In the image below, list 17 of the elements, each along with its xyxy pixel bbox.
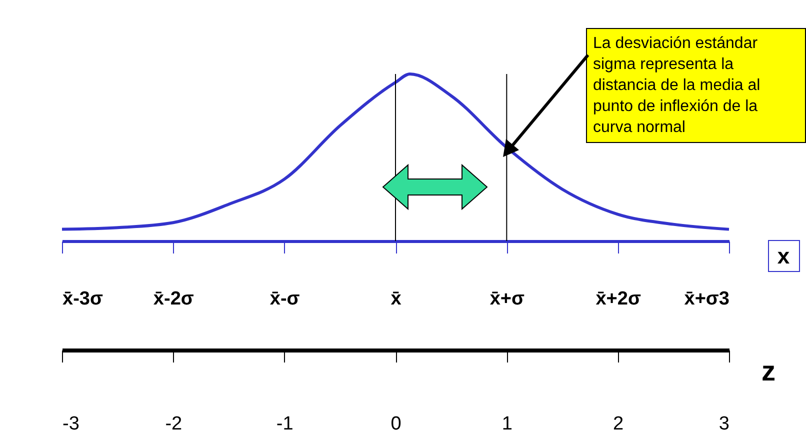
callout-box: La desviación estándar sigma representa la distancia de la media al punto de inflexión de la curva normal xyxy=(586,28,806,143)
x2-tick-label: x̄+σ3 xyxy=(684,288,730,310)
x-tick-label: 2 xyxy=(613,414,624,434)
x-tick-label: -3 xyxy=(62,414,80,434)
x2-axis-title: x xyxy=(777,244,790,268)
x2-tick-label: x̄-2σ xyxy=(153,288,194,310)
x-tick-label: 3 xyxy=(718,414,730,434)
x-tick-label: -1 xyxy=(276,414,294,434)
x-axis-title: z xyxy=(762,356,776,386)
x2-tick-label: x̄ xyxy=(390,288,402,310)
x2-tick-label: x̄+σ xyxy=(490,288,525,310)
x2-tick-label: x̄-σ xyxy=(270,288,300,310)
x2-tick-label: x̄+2σ xyxy=(596,288,641,310)
x-tick-label: -2 xyxy=(165,414,182,434)
x-tick-label: 1 xyxy=(502,414,512,434)
x2-tick-label: x̄-3σ xyxy=(62,288,103,310)
x-tick-label: 0 xyxy=(390,414,402,434)
